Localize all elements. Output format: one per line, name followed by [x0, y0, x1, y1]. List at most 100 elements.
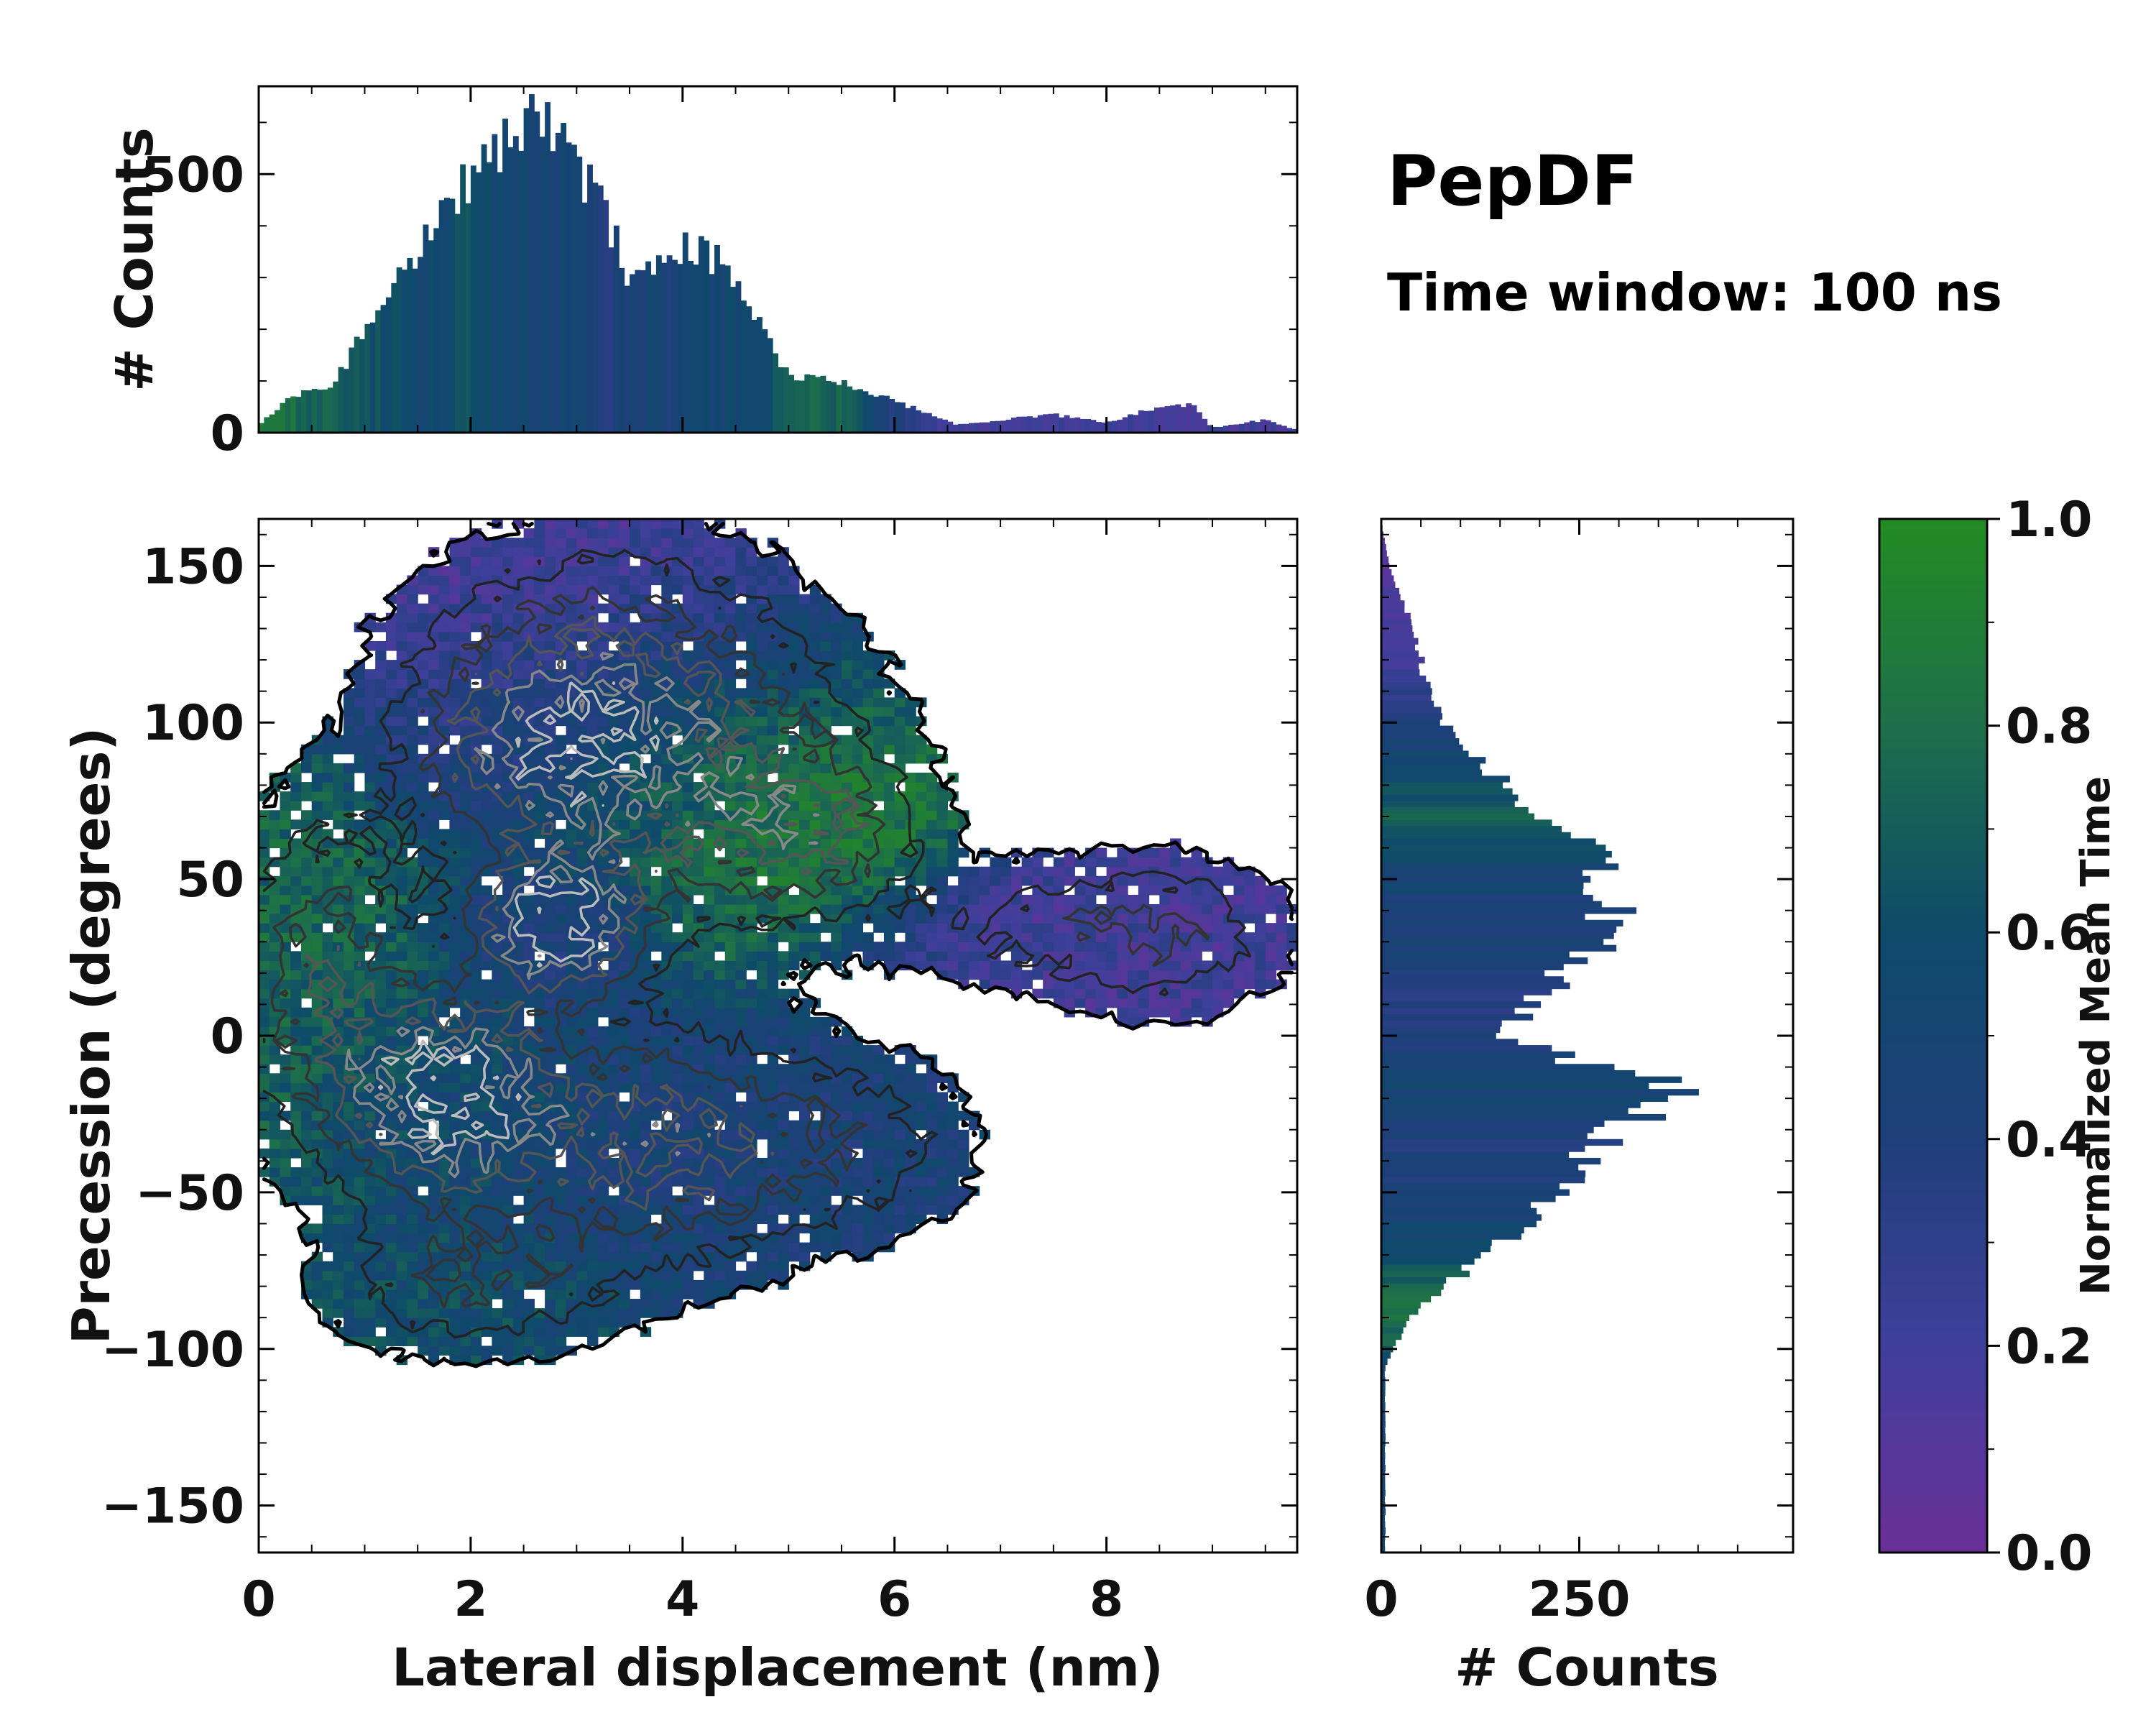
heatmap-cell: [269, 903, 281, 914]
heatmap-cell: [862, 838, 874, 849]
heatmap-cell: [354, 688, 366, 698]
heatmap-cell: [290, 960, 302, 971]
heatmap-cell: [640, 1308, 652, 1318]
heatmap-cell: [407, 1223, 418, 1234]
heatmap-cell: [693, 1289, 704, 1300]
heatmap-cell: [619, 914, 630, 924]
heatmap-cell: [947, 1120, 959, 1131]
heatmap-cell: [333, 932, 344, 942]
heatmap-cell: [682, 903, 694, 914]
heatmap-cell: [396, 669, 408, 679]
heatmap-cell: [608, 556, 619, 566]
heatmap-cell: [512, 547, 525, 557]
heatmap-cell: [661, 1299, 673, 1309]
heatmap-cell: [990, 970, 1001, 980]
top-histogram-bar: [259, 423, 264, 433]
heatmap-cell: [619, 1251, 630, 1262]
heatmap-cell: [576, 575, 588, 586]
heatmap-cell: [322, 1129, 333, 1140]
heatmap-cell: [512, 988, 525, 999]
heatmap-cell: [682, 998, 694, 1008]
heatmap-cell: [682, 1270, 694, 1281]
heatmap-cell: [735, 547, 747, 557]
heatmap-cell: [587, 1016, 599, 1027]
heatmap-cell: [385, 631, 397, 642]
heatmap-cell: [746, 1064, 757, 1074]
heatmap-cell: [767, 640, 779, 651]
heatmap-cell: [492, 1177, 503, 1187]
heatmap-cell: [576, 1327, 588, 1337]
heatmap-cell: [831, 1082, 842, 1093]
heatmap-cell: [841, 1082, 853, 1093]
heatmap-cell: [364, 669, 376, 679]
heatmap-cell: [704, 1270, 715, 1281]
heatmap-cell: [428, 988, 440, 999]
heatmap-cell: [873, 1148, 885, 1159]
heatmap-cell: [608, 612, 619, 623]
heatmap-cell: [788, 612, 800, 623]
top-histogram-bar: [539, 137, 545, 433]
heatmap-cell: [576, 1308, 588, 1318]
heatmap-cell: [905, 782, 916, 792]
heatmap-cell: [438, 753, 450, 764]
heatmap-cell: [757, 1205, 768, 1215]
heatmap-cell: [788, 894, 800, 905]
heatmap-cell: [300, 1177, 313, 1187]
heatmap-cell: [820, 810, 831, 820]
heatmap-cell: [746, 575, 757, 586]
top-histogram-bar: [306, 390, 313, 433]
heatmap-cell: [322, 932, 333, 942]
top-histogram-bar: [1143, 410, 1150, 433]
heatmap-cell: [820, 1242, 831, 1253]
heatmap-cell: [449, 1308, 461, 1318]
heatmap-cell: [640, 519, 652, 529]
heatmap-cell: [576, 847, 588, 858]
heatmap-cell: [280, 903, 291, 914]
heatmap-cell: [990, 885, 1001, 896]
heatmap-cell: [555, 1092, 567, 1103]
heatmap-cell: [916, 1073, 927, 1083]
heatmap-cell: [375, 1054, 387, 1064]
heatmap-cell: [873, 1223, 885, 1234]
heatmap-cell: [290, 998, 302, 1008]
heatmap-cell: [788, 1016, 800, 1027]
heatmap-cell: [757, 1036, 768, 1046]
heatmap-cell: [587, 725, 599, 736]
heatmap-cell: [333, 1045, 344, 1055]
heatmap-cell: [809, 1214, 821, 1225]
heatmap-cell: [438, 1007, 450, 1018]
heatmap-cell: [280, 1129, 291, 1140]
heatmap-cell: [576, 1073, 588, 1083]
heatmap-cell: [481, 1110, 492, 1121]
heatmap-cell: [630, 622, 641, 632]
heatmap-cell: [873, 725, 885, 736]
heatmap-cell: [820, 622, 831, 632]
heatmap-cell: [259, 847, 270, 858]
heatmap-cell: [269, 838, 281, 849]
heatmap-cell: [704, 960, 715, 971]
heatmap-cell: [841, 1205, 853, 1215]
heatmap-cell: [481, 998, 492, 1008]
heatmap-cell: [788, 960, 800, 971]
heatmap-cell: [418, 753, 429, 764]
heatmap-cell: [555, 519, 567, 529]
top-histogram-bar: [968, 423, 975, 433]
heatmap-cell: [322, 979, 333, 990]
heatmap-cell: [385, 678, 397, 689]
top-histogram-bar: [947, 421, 954, 433]
heatmap-cell: [661, 1289, 673, 1300]
heatmap-cell: [883, 707, 895, 717]
heatmap-cell: [841, 716, 853, 727]
top-histogram-bar: [730, 287, 737, 433]
top-histogram-bar: [873, 396, 880, 433]
heatmap-cell: [873, 857, 885, 868]
heatmap-cell: [512, 1110, 525, 1121]
heatmap-cell: [385, 1289, 397, 1300]
heatmap-cell: [555, 1233, 567, 1243]
heatmap-cell: [714, 1016, 726, 1027]
top-histogram-bar: [640, 270, 646, 433]
heatmap-cell: [619, 1036, 630, 1046]
heatmap-cell: [375, 1251, 387, 1262]
heatmap-cell: [375, 678, 387, 689]
heatmap-cell: [523, 1214, 535, 1225]
